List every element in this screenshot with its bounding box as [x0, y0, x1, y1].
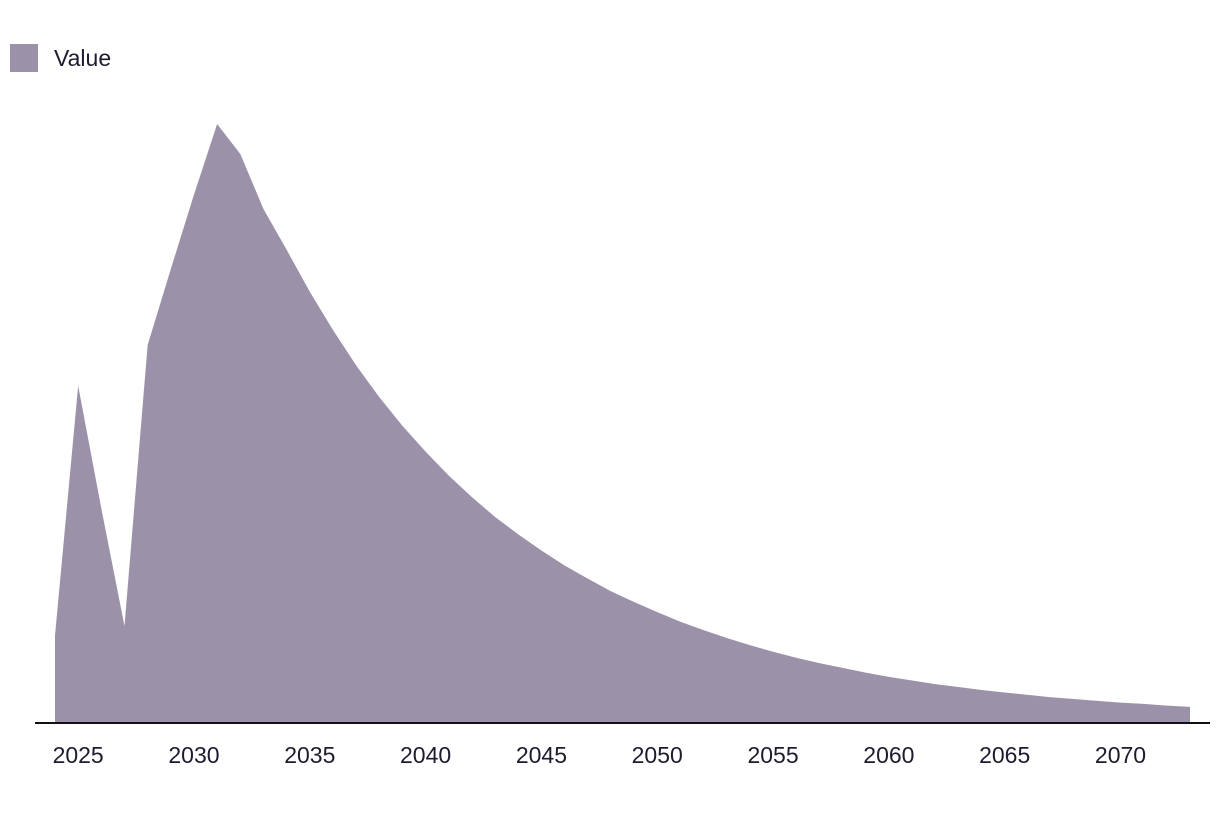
data-point — [678, 620, 682, 624]
data-point — [400, 424, 404, 428]
data-point — [192, 193, 196, 197]
data-point — [864, 671, 868, 675]
x-tick-label: 2030 — [168, 742, 219, 768]
data-point — [1095, 699, 1099, 703]
data-point — [285, 248, 289, 252]
data-point — [516, 532, 520, 536]
watermark: GlobalData — [494, 385, 727, 434]
data-point — [1003, 690, 1007, 694]
x-tick-label: 2025 — [53, 742, 104, 768]
data-point — [377, 395, 381, 399]
data-point — [331, 328, 335, 332]
legend: Value — [10, 44, 111, 72]
data-point — [308, 290, 312, 294]
data-point — [1188, 705, 1192, 709]
data-point — [702, 628, 706, 632]
legend-swatch — [10, 44, 38, 72]
data-point — [1142, 702, 1146, 706]
data-point — [146, 343, 150, 347]
x-tick-label: 2055 — [747, 742, 798, 768]
x-tick-label: 2065 — [979, 742, 1030, 768]
data-point — [956, 685, 960, 689]
data-point — [725, 636, 729, 640]
data-point — [447, 474, 451, 478]
x-tick-label: 2050 — [632, 742, 683, 768]
data-point — [539, 548, 543, 552]
data-point — [424, 450, 428, 454]
data-point — [215, 122, 219, 126]
data-point — [169, 267, 173, 271]
data-point — [632, 600, 636, 604]
data-point — [771, 650, 775, 654]
data-point — [933, 682, 937, 686]
data-point — [122, 624, 126, 628]
data-point — [910, 678, 914, 682]
data-point — [53, 634, 57, 638]
data-point — [1119, 701, 1123, 705]
data-point — [980, 688, 984, 692]
data-point — [354, 363, 358, 367]
data-point — [1165, 704, 1169, 708]
data-point — [238, 152, 242, 156]
data-point — [748, 643, 752, 647]
data-point — [1026, 693, 1030, 697]
x-tick-label: 2035 — [284, 742, 335, 768]
data-point — [655, 610, 659, 614]
data-point — [493, 515, 497, 519]
data-point — [76, 384, 80, 388]
series-area-value — [55, 124, 1190, 723]
data-point — [1072, 697, 1076, 701]
data-point — [887, 675, 891, 679]
data-point — [1049, 695, 1053, 699]
x-tick-label: 2045 — [516, 742, 567, 768]
data-point — [841, 666, 845, 670]
data-point — [586, 577, 590, 581]
data-point — [817, 661, 821, 665]
data-point — [99, 507, 103, 511]
data-point — [470, 495, 474, 499]
data-point — [609, 589, 613, 593]
x-tick-label: 2040 — [400, 742, 451, 768]
data-point — [261, 207, 265, 211]
x-tick-label: 2060 — [863, 742, 914, 768]
legend-label: Value — [54, 44, 112, 71]
data-point — [563, 563, 567, 567]
data-point — [794, 656, 798, 660]
x-tick-label: 2070 — [1095, 742, 1146, 768]
